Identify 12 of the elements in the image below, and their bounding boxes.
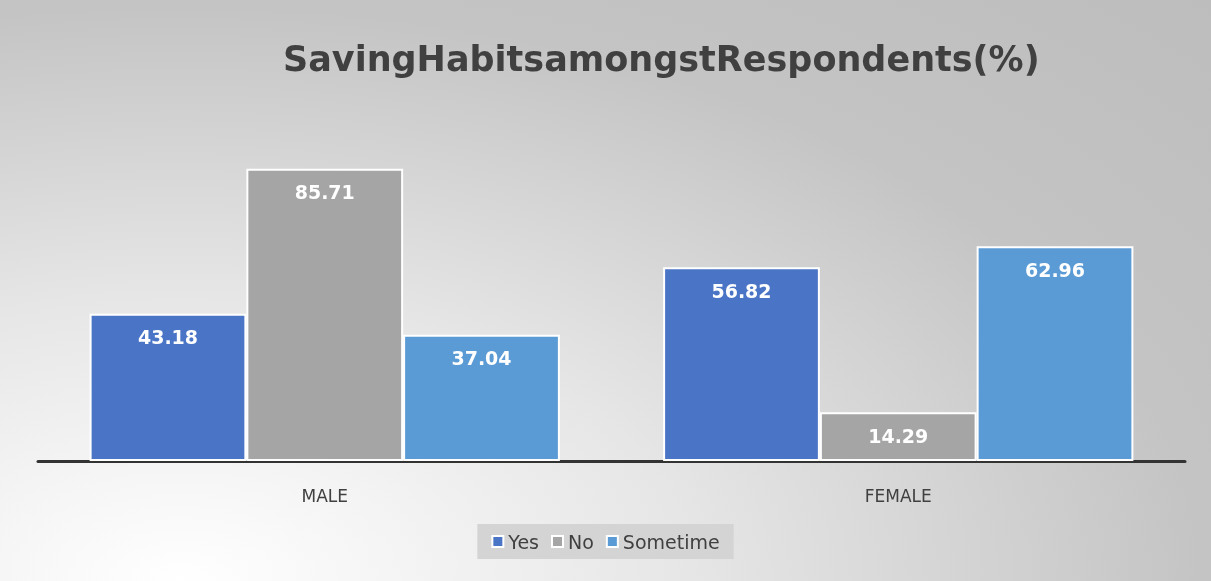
data-label: 43.18 [137,326,199,349]
x-tick-label: FEMALE [864,485,932,506]
chart-title: SavingHabitsamongstRespondents(%) [283,38,1040,79]
legend-label: Sometime [622,530,720,553]
data-label: 62.96 [1024,258,1086,281]
data-label: 56.82 [711,279,772,302]
legend-label: No [568,530,594,553]
legend-label: Yes [507,530,540,553]
data-label: 37.04 [451,347,512,370]
data-label: 85.71 [294,181,355,204]
data-label: 14.29 [868,424,929,447]
x-tick-label: MALE [301,485,349,506]
